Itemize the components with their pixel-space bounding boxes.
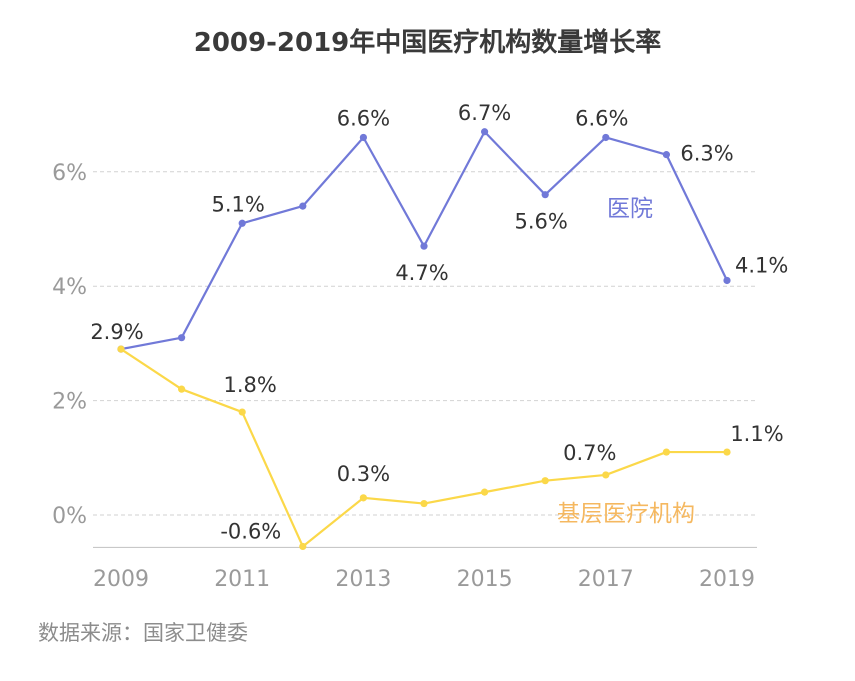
y-tick-label: 0% — [52, 504, 87, 529]
data-point — [723, 448, 731, 456]
data-point — [420, 499, 428, 508]
data-point — [178, 334, 186, 342]
data-point — [359, 494, 367, 502]
data-point — [238, 219, 246, 227]
data-label: 1.8% — [224, 373, 277, 397]
data-label: 6.7% — [458, 101, 511, 125]
series-group: 2.9% 5.1% 6.6% 4.7% 6.7% 5.6% 6.6% 6.3% 4.1% 1.8%… — [90, 101, 788, 551]
data-point — [602, 471, 610, 479]
y-tick-label: 6% — [52, 161, 87, 186]
chart-title: 2009-2019年中国医疗机构数量增长率 — [193, 28, 662, 58]
data-label: 0.3% — [337, 462, 390, 486]
data-point — [541, 477, 549, 485]
legend-label: 基层医疗机构 — [557, 501, 695, 527]
data-label: 4.1% — [735, 253, 788, 277]
series-line-hospital — [120, 130, 728, 351]
legend-label: 医院 — [607, 196, 653, 222]
data-label: 6.6% — [337, 106, 390, 130]
y-axis-ticks: 0% 2% 4% 6% — [52, 161, 87, 529]
data-point — [602, 133, 610, 142]
data-point — [299, 542, 307, 551]
data-point — [662, 151, 671, 159]
data-point — [481, 488, 489, 496]
data-label: 5.1% — [212, 192, 265, 216]
data-point — [238, 408, 246, 416]
data-label: 6.3% — [680, 142, 733, 166]
x-tick-label: 2015 — [457, 567, 513, 592]
data-point — [481, 128, 489, 136]
x-tick-label: 2011 — [214, 567, 270, 592]
data-point — [723, 276, 731, 285]
data-point — [541, 191, 549, 199]
data-label: 6.6% — [575, 106, 628, 130]
data-label: 2.9% — [90, 320, 143, 344]
data-label: 4.7% — [395, 261, 448, 285]
data-point — [420, 242, 428, 250]
data-point — [359, 133, 367, 142]
x-tick-label: 2019 — [699, 567, 755, 592]
data-point — [662, 448, 671, 456]
x-tick-label: 2017 — [578, 567, 634, 592]
x-tick-label: 2009 — [93, 567, 149, 592]
data-point — [178, 385, 186, 393]
data-point — [299, 202, 307, 210]
data-label: 5.6% — [515, 210, 568, 234]
x-axis-ticks: 2009 2011 2013 2015 2017 2019 — [93, 567, 755, 592]
data-point — [117, 345, 125, 353]
gridlines — [93, 171, 757, 516]
data-label: 1.1% — [730, 422, 783, 446]
x-tick-label: 2013 — [335, 567, 391, 592]
data-label: 0.7% — [563, 441, 616, 465]
data-source-note: 数据来源：国家卫健委 — [38, 621, 248, 645]
data-label: -0.6% — [220, 519, 281, 543]
y-tick-label: 4% — [52, 275, 87, 300]
y-tick-label: 2% — [52, 390, 87, 415]
